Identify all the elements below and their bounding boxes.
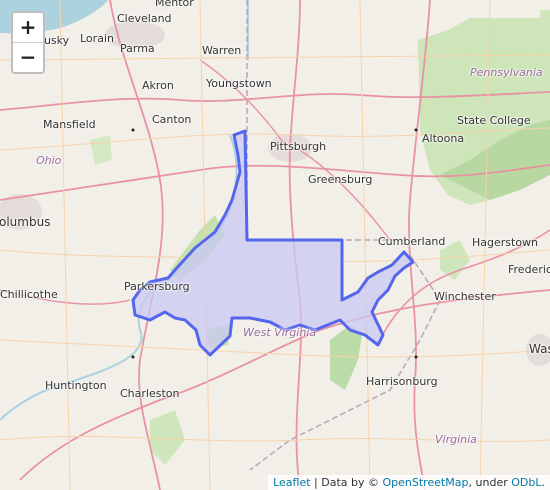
road-4 [109,0,164,490]
attribution-under: , under [468,476,512,489]
road-8 [0,289,131,305]
town-dot [414,355,418,359]
minor-road-6 [59,0,71,490]
attribution-text: | Data by © [310,476,383,489]
attribution: Leaflet | Data by © OpenStreetMap, under… [268,475,550,490]
odbl-link[interactable]: ODbL [511,476,542,489]
road-9 [199,59,286,146]
minor-road-1 [0,54,550,61]
zoom-out-button[interactable]: − [13,42,43,72]
road-7 [379,229,550,341]
label-ohio: Ohio [36,154,62,167]
road-1 [0,91,550,111]
label-mentor: Mentor [155,0,194,9]
label-winchester: Winchester [434,290,496,303]
label-state-college: State College [457,114,531,127]
highlight-polygon [131,129,415,357]
label-hagerstown: Hagerstown [472,236,539,249]
border-va [249,254,441,471]
town-dot [131,355,135,359]
label-warren: Warren [202,44,242,57]
minor-road-9 [479,0,491,490]
zoom-control: + − [11,11,45,74]
label-charleston: Charleston [120,387,180,400]
label-huntington: Huntington [45,379,107,392]
minor-road-4 [0,339,550,358]
forest-wv-east [330,325,362,390]
town-dot [414,128,418,132]
label-youngstown: Youngstown [206,77,272,90]
label-pennsylvania: Pennsylvania [470,66,543,79]
label-cleveland: Cleveland [117,12,172,25]
town-dot [131,128,135,132]
label-virginia: Virginia [435,433,477,446]
urban-columbus [0,194,42,230]
label-altoona: Altoona [422,132,465,145]
attribution-end: . [541,476,546,489]
road-10 [299,149,391,241]
label-canton: Canton [152,113,192,126]
label-frederick: Frederick [508,263,550,276]
label-columbus: olumbus [0,215,51,229]
label-mansfield: Mansfield [43,118,96,131]
forest-pa-ridges [440,120,550,200]
label-cumberland: Cumberland [378,235,446,248]
label-chillicothe: Chillicothe [0,288,58,301]
road-2 [0,164,550,201]
label-parkersburg: Parkersburg [124,280,190,293]
label-parma: Parma [120,42,155,55]
road-5 [288,0,302,490]
zoom-in-button[interactable]: + [19,15,37,39]
minor-road-8 [359,0,371,490]
label-greensburg: Greensburg [308,173,373,186]
road-3 [19,289,550,481]
label-washington: Was [529,342,550,356]
label-harrisonburg: Harrisonburg [366,375,438,388]
forest-south [150,410,185,465]
label-akron: Akron [142,79,174,92]
label-west-virginia: West Virginia [243,326,317,339]
minor-road-2 [0,127,550,151]
label-lorain: Lorain [80,32,114,45]
forest-ohio [90,135,112,165]
urban-washington [526,334,550,366]
forest-nw [540,10,550,40]
minor-road-5 [0,435,550,442]
label-pittsburgh: Pittsburgh [270,140,327,153]
leaflet-link[interactable]: Leaflet [273,476,311,489]
osm-link[interactable]: OpenStreetMap [382,476,469,489]
